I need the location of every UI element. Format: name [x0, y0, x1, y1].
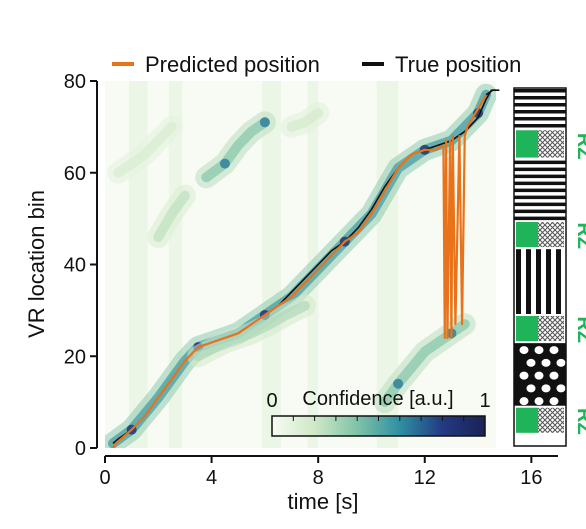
dot [526, 358, 536, 367]
track-panel: RZ RZ RZ RZ [513, 87, 586, 447]
dot [549, 346, 559, 355]
reward-zone-texture [538, 407, 564, 433]
x-tick-label: 16 [520, 467, 542, 489]
dot [549, 371, 559, 380]
y-tick-label: 0 [75, 438, 86, 460]
dot [541, 358, 551, 367]
x-axis-label: time [s] [288, 489, 359, 514]
stripe [514, 181, 566, 186]
dot [534, 346, 544, 355]
reward-zone-block [516, 315, 538, 342]
track-segment-horizontal-stripes [514, 88, 566, 129]
y-tick-label: 20 [64, 346, 86, 368]
legend-label-true: True position [395, 52, 521, 77]
stripe [514, 124, 566, 128]
dot [519, 397, 529, 406]
y-tick-label: 60 [64, 163, 86, 185]
dot [526, 384, 536, 393]
stripe [514, 202, 566, 207]
dot [556, 384, 566, 393]
x-tick-label: 4 [206, 467, 217, 489]
dot [556, 358, 566, 367]
dot [519, 371, 529, 380]
colorbar-ticks [292, 416, 465, 421]
dot [534, 397, 544, 406]
legend: Predicted position True position [112, 52, 521, 77]
series-true-tail [485, 89, 500, 96]
stripe [526, 249, 531, 314]
reward-zone-texture [538, 130, 564, 158]
stripe [514, 117, 566, 121]
heatmap-band-core [201, 117, 270, 183]
stripe [514, 209, 566, 214]
stripe [516, 249, 521, 314]
y-tick-label: 40 [64, 255, 86, 277]
stripe [514, 110, 566, 114]
plot-area [105, 81, 496, 448]
reward-zone-block [516, 130, 538, 158]
reward-zone-block [516, 222, 538, 248]
series-predicted-position [112, 94, 488, 448]
dot [519, 346, 529, 355]
stripe [556, 249, 561, 314]
stripe [514, 216, 566, 221]
stripe [536, 249, 541, 314]
heatmap-peak [259, 117, 270, 128]
reward-zone-texture [538, 222, 564, 248]
y-axis-label: VR location bin [24, 190, 49, 338]
x-tick-label: 8 [313, 467, 324, 489]
colorbar-max-label: 1 [479, 390, 490, 412]
x-tick-label: 12 [414, 467, 436, 489]
stripe [546, 249, 551, 314]
legend-label-predicted: Predicted position [145, 52, 320, 77]
reward-zone-texture [538, 315, 564, 342]
stripe [514, 188, 566, 193]
stripe [514, 96, 566, 100]
colorbar: Confidence [a.u.] 0 1 [266, 388, 491, 437]
reward-zone-label: RZ [573, 133, 586, 160]
stripe [514, 89, 566, 93]
stripe [514, 195, 566, 200]
heatmap-band-core [286, 108, 324, 132]
heatmap-column [128, 81, 148, 448]
track-panel-border [513, 87, 567, 447]
heatmap-column [262, 81, 281, 448]
series-lines [112, 89, 496, 448]
axes: 0 4 8 12 16 0 20 40 60 80 [64, 71, 558, 489]
dot [549, 397, 559, 406]
reward-zone-label: RZ [573, 222, 586, 249]
dot [541, 384, 551, 393]
heatmap-peak [219, 158, 230, 169]
stripe [514, 174, 566, 179]
y-tick-label: 80 [64, 71, 86, 93]
dot [534, 371, 544, 380]
heatmap-band-core [193, 300, 310, 362]
track-segment-blank [514, 434, 566, 446]
colorbar-label: Confidence [a.u.] [302, 388, 453, 410]
heatmap-band-core [153, 190, 190, 242]
stripe [514, 160, 566, 165]
reward-zone-block [516, 407, 538, 433]
heatmap-peak [393, 378, 404, 389]
heatmap-band-core [113, 121, 177, 178]
reward-zone-label: RZ [573, 316, 586, 343]
reward-zone-label: RZ [573, 408, 586, 435]
stripe [514, 103, 566, 107]
colorbar-min-label: 0 [266, 390, 277, 412]
x-tick-label: 0 [99, 467, 110, 489]
stripe [514, 167, 566, 172]
